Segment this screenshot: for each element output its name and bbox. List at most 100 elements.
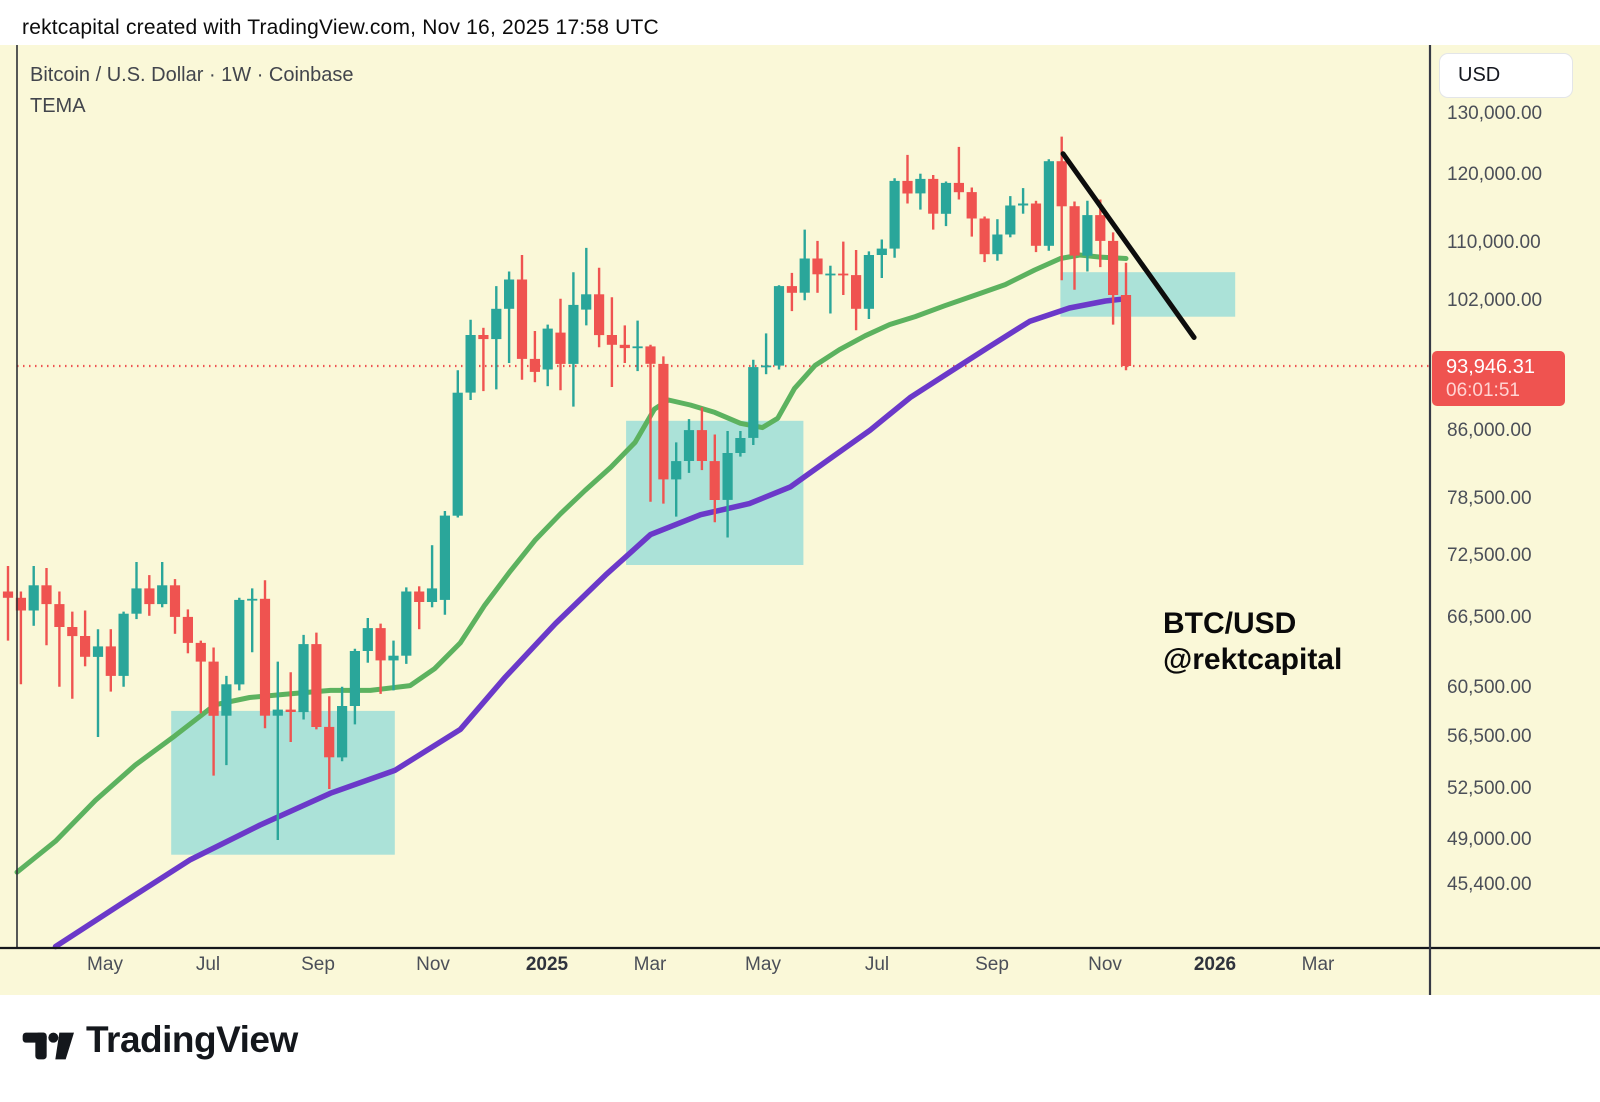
candle — [144, 575, 155, 616]
candle — [940, 181, 952, 227]
candle — [876, 239, 887, 278]
candle — [208, 647, 219, 776]
candle — [259, 580, 271, 729]
candle — [645, 344, 656, 502]
candle — [799, 229, 810, 301]
candle — [285, 672, 296, 742]
candle — [54, 591, 65, 687]
candle — [658, 356, 669, 504]
credit-line: rektcapital created with TradingView.com… — [22, 16, 659, 39]
candle — [915, 173, 926, 210]
time-axis-label: Jul — [195, 954, 221, 975]
time-axis-label: Sep — [301, 954, 335, 975]
candle — [67, 611, 78, 699]
candle — [41, 568, 52, 646]
candle — [709, 434, 720, 523]
time-axis-label: Nov — [416, 954, 450, 975]
candle — [683, 419, 695, 473]
candle — [812, 240, 823, 293]
price-axis-label: 45,400.00 — [1447, 874, 1532, 895]
candle — [478, 327, 489, 392]
candle — [516, 255, 528, 380]
currency-toggle-button[interactable]: USD — [1439, 53, 1573, 98]
price-axis-label: 130,000.00 — [1447, 103, 1543, 124]
time-axis-label: Mar — [1301, 954, 1335, 975]
candle — [15, 591, 26, 685]
candle — [157, 562, 168, 608]
symbol-title[interactable]: Bitcoin / U.S. Dollar · 1W · Coinbase — [30, 64, 354, 86]
tradingview-logo-icon — [22, 1032, 74, 1060]
candle — [28, 566, 39, 626]
candle — [465, 319, 476, 400]
candle — [182, 609, 193, 654]
candle — [362, 618, 373, 663]
candle — [606, 297, 617, 387]
time-axis-label: Mar — [633, 954, 667, 975]
candle — [169, 579, 181, 634]
candle — [735, 431, 746, 457]
time-axis-label: May — [745, 954, 781, 975]
candle — [1030, 200, 1042, 253]
last-price-badge: 93,946.31 06:01:51 — [1432, 351, 1565, 406]
candle — [838, 241, 849, 295]
candle — [786, 272, 797, 312]
candle — [568, 272, 579, 407]
candle — [594, 267, 605, 348]
candle — [1018, 188, 1029, 214]
ma-fast-line[interactable] — [14, 252, 1129, 875]
candle — [105, 629, 116, 692]
candle — [118, 611, 129, 687]
price-axis-label: 52,500.00 — [1447, 778, 1532, 799]
candle — [1005, 196, 1016, 238]
price-axis-label: 120,000.00 — [1447, 164, 1543, 185]
candle — [761, 333, 772, 375]
price-axis-label: 56,500.00 — [1447, 726, 1532, 747]
candle — [1043, 159, 1054, 251]
candle — [863, 251, 874, 319]
price-axis-label: 86,000.00 — [1447, 420, 1532, 441]
candle — [504, 271, 515, 363]
tradingview-brand-text: TradingView — [86, 1019, 298, 1060]
last-price-value: 93,946.31 — [1446, 356, 1535, 378]
price-axis-label: 72,500.00 — [1447, 545, 1532, 566]
candle — [375, 623, 386, 694]
candle — [221, 675, 232, 766]
indicator-label[interactable]: TEMA — [30, 95, 86, 117]
candle — [1095, 199, 1106, 268]
candle — [619, 325, 630, 363]
candle — [992, 219, 1003, 261]
ma-slow-line[interactable] — [52, 295, 1129, 950]
candle — [234, 597, 245, 691]
watermark-handle: @rektcapital — [1163, 643, 1343, 676]
candle — [851, 250, 862, 331]
candle — [491, 286, 502, 390]
candle — [748, 359, 759, 445]
candle — [953, 146, 964, 200]
candle — [401, 587, 412, 664]
candle — [439, 511, 450, 615]
candle — [311, 632, 322, 730]
time-axis-label: May — [87, 954, 123, 975]
candle — [414, 586, 425, 630]
price-axis-label: 60,500.00 — [1447, 677, 1532, 698]
time-axis-label: Jul — [864, 954, 890, 975]
candle — [1108, 232, 1119, 325]
candle — [1120, 262, 1132, 371]
candle — [555, 298, 566, 391]
support-box[interactable] — [1060, 272, 1236, 317]
candle — [581, 247, 592, 326]
candle — [825, 265, 836, 314]
candle — [388, 640, 399, 691]
candle — [349, 648, 360, 725]
candle — [272, 661, 283, 840]
candle — [696, 407, 707, 471]
candle — [131, 562, 142, 620]
candle — [979, 216, 990, 263]
candle — [542, 324, 553, 387]
trendline[interactable] — [1060, 151, 1197, 340]
time-axis-label: 2025 — [525, 954, 569, 975]
bar-close-countdown: 06:01:51 — [1446, 380, 1520, 401]
candle — [889, 178, 900, 258]
